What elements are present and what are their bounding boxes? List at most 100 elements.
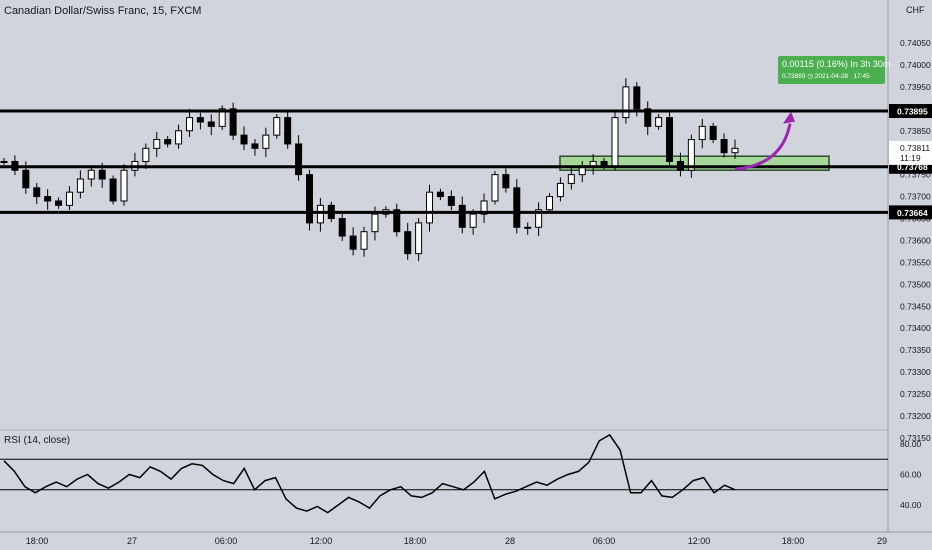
current-price-bg: [889, 140, 932, 165]
price-tick-label: 0.73950: [900, 82, 931, 92]
price-tick-label: 0.73300: [900, 367, 931, 377]
candle-body: [207, 121, 215, 127]
candle-body: [33, 187, 41, 198]
current-price-label: 0.73811: [900, 143, 930, 153]
projection-target: 0.73889: [782, 73, 806, 80]
price-tick-label: 0.73750: [900, 170, 931, 180]
price-tick-label: 0.73200: [900, 411, 931, 421]
candle-body: [655, 117, 663, 127]
candle-body: [556, 182, 564, 198]
projection-label[interactable]: 0.00115 (0.16%) In 3h 30m 0.73889 ◷ 2021…: [778, 56, 890, 84]
rsi-tick-label: 40.00: [900, 500, 922, 510]
level-label: 0.73895: [897, 107, 928, 117]
time-tick-label: 12:00: [310, 536, 333, 546]
price-tick-label: 0.73850: [900, 126, 931, 136]
candle-body: [458, 204, 466, 228]
time-tick-label: 27: [127, 536, 137, 546]
candle-body: [709, 125, 717, 141]
price-tick-label: 0.73450: [900, 301, 931, 311]
candle-body: [262, 134, 270, 149]
price-tick-label: 0.73150: [900, 433, 931, 443]
time-tick-label: 28: [505, 536, 515, 546]
price-gridlines: [0, 0, 932, 533]
candle-body: [360, 231, 368, 250]
level-label-bg: [889, 205, 932, 220]
candle-body: [240, 134, 248, 145]
candle-body: [305, 174, 313, 224]
candle-body: [480, 200, 488, 215]
candle-body: [524, 226, 532, 229]
candle-body: [120, 169, 128, 202]
time-tick-label: 18:00: [404, 536, 427, 546]
candle-body: [349, 235, 357, 250]
rsi-axis: 80.00 60.00 40.00: [900, 439, 922, 510]
candle-body: [185, 117, 193, 132]
projection-time: 17:45: [853, 73, 870, 80]
price-tick-label: 0.73550: [900, 257, 931, 267]
candle-body: [393, 209, 401, 233]
time-tick-label: 29: [877, 536, 887, 546]
price-tick-label: 0.73400: [900, 323, 931, 333]
candle-body: [535, 209, 543, 228]
candle-body: [316, 204, 324, 224]
candle-body: [644, 108, 652, 127]
time-tick-label: 06:00: [215, 536, 238, 546]
candle-body: [251, 143, 259, 149]
candle-body: [567, 174, 575, 184]
currency-label: CHF: [906, 5, 925, 15]
time-tick-label: 12:00: [688, 536, 711, 546]
rsi-tick-label: 60.00: [900, 470, 922, 480]
candle-body: [55, 200, 63, 206]
candle-body: [142, 147, 150, 162]
candle-body: [273, 117, 281, 136]
price-tick-label: 0.73700: [900, 192, 931, 202]
candle-body: [109, 178, 117, 202]
chart-title: Canadian Dollar/Swiss Franc, 15, FXCM: [4, 5, 202, 17]
candle-body: [447, 196, 455, 206]
rsi-line: [3, 433, 736, 514]
projection-arrow-head: [783, 111, 795, 124]
candle-body: [153, 139, 161, 149]
candle-body: [98, 169, 106, 180]
candle-body: [720, 139, 728, 154]
price-tick-label: 0.73500: [900, 279, 931, 289]
price-candles: [0, 78, 739, 262]
candle-body: [611, 117, 619, 167]
rsi-title: RSI (14, close): [4, 435, 71, 446]
level-label-bg: [889, 104, 932, 119]
candle-body: [22, 169, 30, 189]
price-tick-label: 0.74050: [900, 38, 931, 48]
candle-body: [218, 108, 226, 127]
projection-change: 0.00115 (0.16%) In 3h 30m: [782, 59, 891, 69]
price-tick-label: 0.73350: [900, 345, 931, 355]
projection-date: 2021-04-28: [814, 73, 849, 80]
price-tick-label: 0.73250: [900, 389, 931, 399]
candle-body: [687, 139, 695, 171]
candle-body: [44, 196, 52, 202]
candle-body: [589, 160, 597, 167]
candle-body: [284, 117, 292, 145]
rsi-pane: [0, 433, 888, 514]
candle-body: [338, 218, 346, 237]
projection-arrow-path: [734, 123, 792, 171]
time-axis: 18:00 27 06:00 12:00 18:00 28 06:00 12:00 18:00 2…: [26, 536, 887, 546]
candle-body: [698, 125, 706, 141]
candle-body: [295, 143, 303, 176]
candle-body: [469, 213, 477, 228]
rsi-tick-label: 80.00: [900, 439, 922, 449]
candle-body: [196, 117, 204, 123]
candle-body: [633, 86, 641, 110]
candle-body: [731, 147, 739, 154]
projection-details: 0.73889 ◷ 2021-04-28 17:45: [782, 72, 870, 80]
candle-body: [513, 187, 521, 228]
time-tick-label: 18:00: [782, 536, 805, 546]
time-tick-label: 18:00: [26, 536, 49, 546]
price-tick-label: 0.74000: [900, 60, 931, 70]
horizontal-levels: [0, 109, 888, 214]
candle-body: [546, 196, 554, 211]
price-axis: 0.740500.740000.739500.739000.738500.738…: [889, 38, 932, 443]
level-label: 0.73664: [897, 208, 928, 218]
candle-body: [65, 191, 73, 206]
candle-body: [404, 231, 412, 255]
